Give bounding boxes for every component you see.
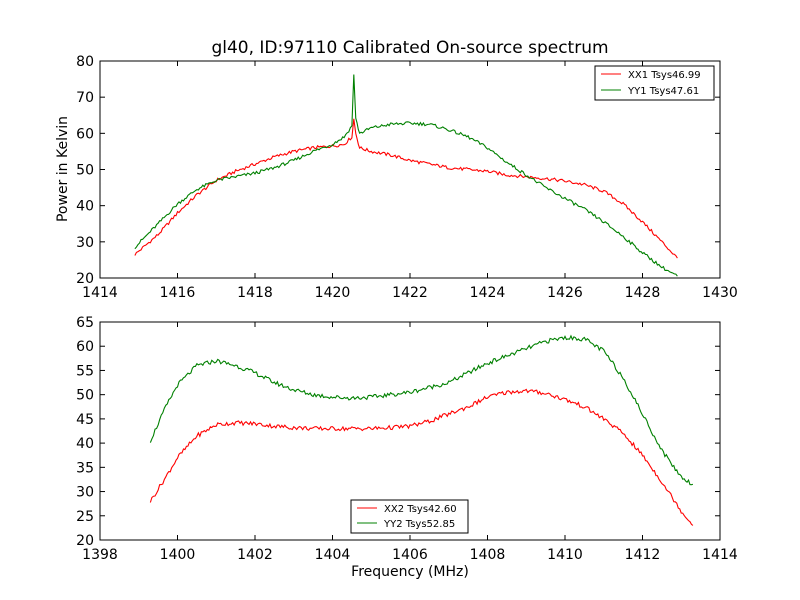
bottom-xtick-label: 1400 (160, 547, 196, 563)
top-ytick-label: 40 (76, 199, 94, 215)
bottom-series-1-line (149, 388, 694, 526)
bottom-legend-label-2: YY2 Tsys52.85 (383, 519, 455, 530)
bottom-ytick-label: 35 (76, 460, 94, 476)
bottom-ytick-label: 20 (76, 533, 94, 549)
top-chart-plot: 1414 1416 1418 1420 1422 1424 1426 1428 1430 20 30… (76, 54, 738, 301)
top-ytick-label: 50 (76, 163, 94, 179)
bottom-ytick-label: 45 (76, 412, 94, 428)
top-chart-legend: XX1 Tsys46.99 YY1 Tsys47.61 (594, 65, 715, 101)
top-ytick-label: 20 (76, 271, 94, 287)
bottom-xtick-label: 1402 (237, 547, 273, 563)
top-xtick-label: 1430 (702, 285, 738, 301)
top-ytick-label: 30 (76, 235, 94, 251)
top-chart-ylabel: Power in Kelvin (55, 116, 71, 222)
bottom-xtick-label: 1406 (392, 547, 428, 563)
top-xtick-label: 1418 (237, 285, 273, 301)
top-xtick-label: 1422 (392, 285, 428, 301)
bottom-xtick-label: 1412 (625, 547, 661, 563)
bottom-xtick-label: 1414 (702, 547, 738, 563)
top-ytick-label: 80 (76, 54, 94, 70)
top-xtick-label: 1426 (547, 285, 583, 301)
bottom-legend-label-1: XX2 Tsys42.60 (384, 504, 457, 515)
top-series-2-line (134, 74, 678, 277)
bottom-ytick-label: 65 (76, 315, 94, 331)
top-xtick-label: 1420 (315, 285, 351, 301)
top-legend-label-1: XX1 Tsys46.99 (628, 70, 701, 81)
top-xtick-label: 1428 (625, 285, 661, 301)
bottom-ytick-label: 55 (76, 363, 94, 379)
bottom-xtick-label: 1408 (470, 547, 506, 563)
bottom-ytick-label: 25 (76, 509, 94, 525)
bottom-ytick-label: 50 (76, 388, 94, 404)
top-xtick-label: 1414 (82, 285, 118, 301)
top-xtick-label: 1416 (160, 285, 196, 301)
top-ytick-label: 60 (76, 126, 94, 142)
bottom-ytick-label: 30 (76, 485, 94, 501)
top-legend-label-2: YY1 Tsys47.61 (627, 86, 699, 97)
top-legend-box (594, 65, 715, 101)
bottom-series-2-line (149, 334, 694, 486)
bottom-xtick-label: 1410 (547, 547, 583, 563)
bottom-legend-box (350, 499, 469, 534)
bottom-ytick-label: 60 (76, 339, 94, 355)
bottom-xtick-label: 1398 (82, 547, 118, 563)
top-series-1-line (134, 118, 678, 259)
bottom-xtick-label: 1404 (315, 547, 351, 563)
top-chart-title: gl40, ID:97110 Calibrated On-source spec… (211, 38, 608, 58)
bottom-chart-plot: 1398 1400 1402 1404 1406 1408 1410 1412 1414 20 25… (76, 315, 738, 563)
top-xtick-label: 1424 (470, 285, 506, 301)
bottom-chart-legend: XX2 Tsys42.60 YY2 Tsys52.85 (350, 499, 469, 534)
top-ytick-label: 70 (76, 90, 94, 106)
bottom-chart-xlabel: Frequency (MHz) (351, 564, 469, 580)
bottom-ytick-label: 40 (76, 436, 94, 452)
